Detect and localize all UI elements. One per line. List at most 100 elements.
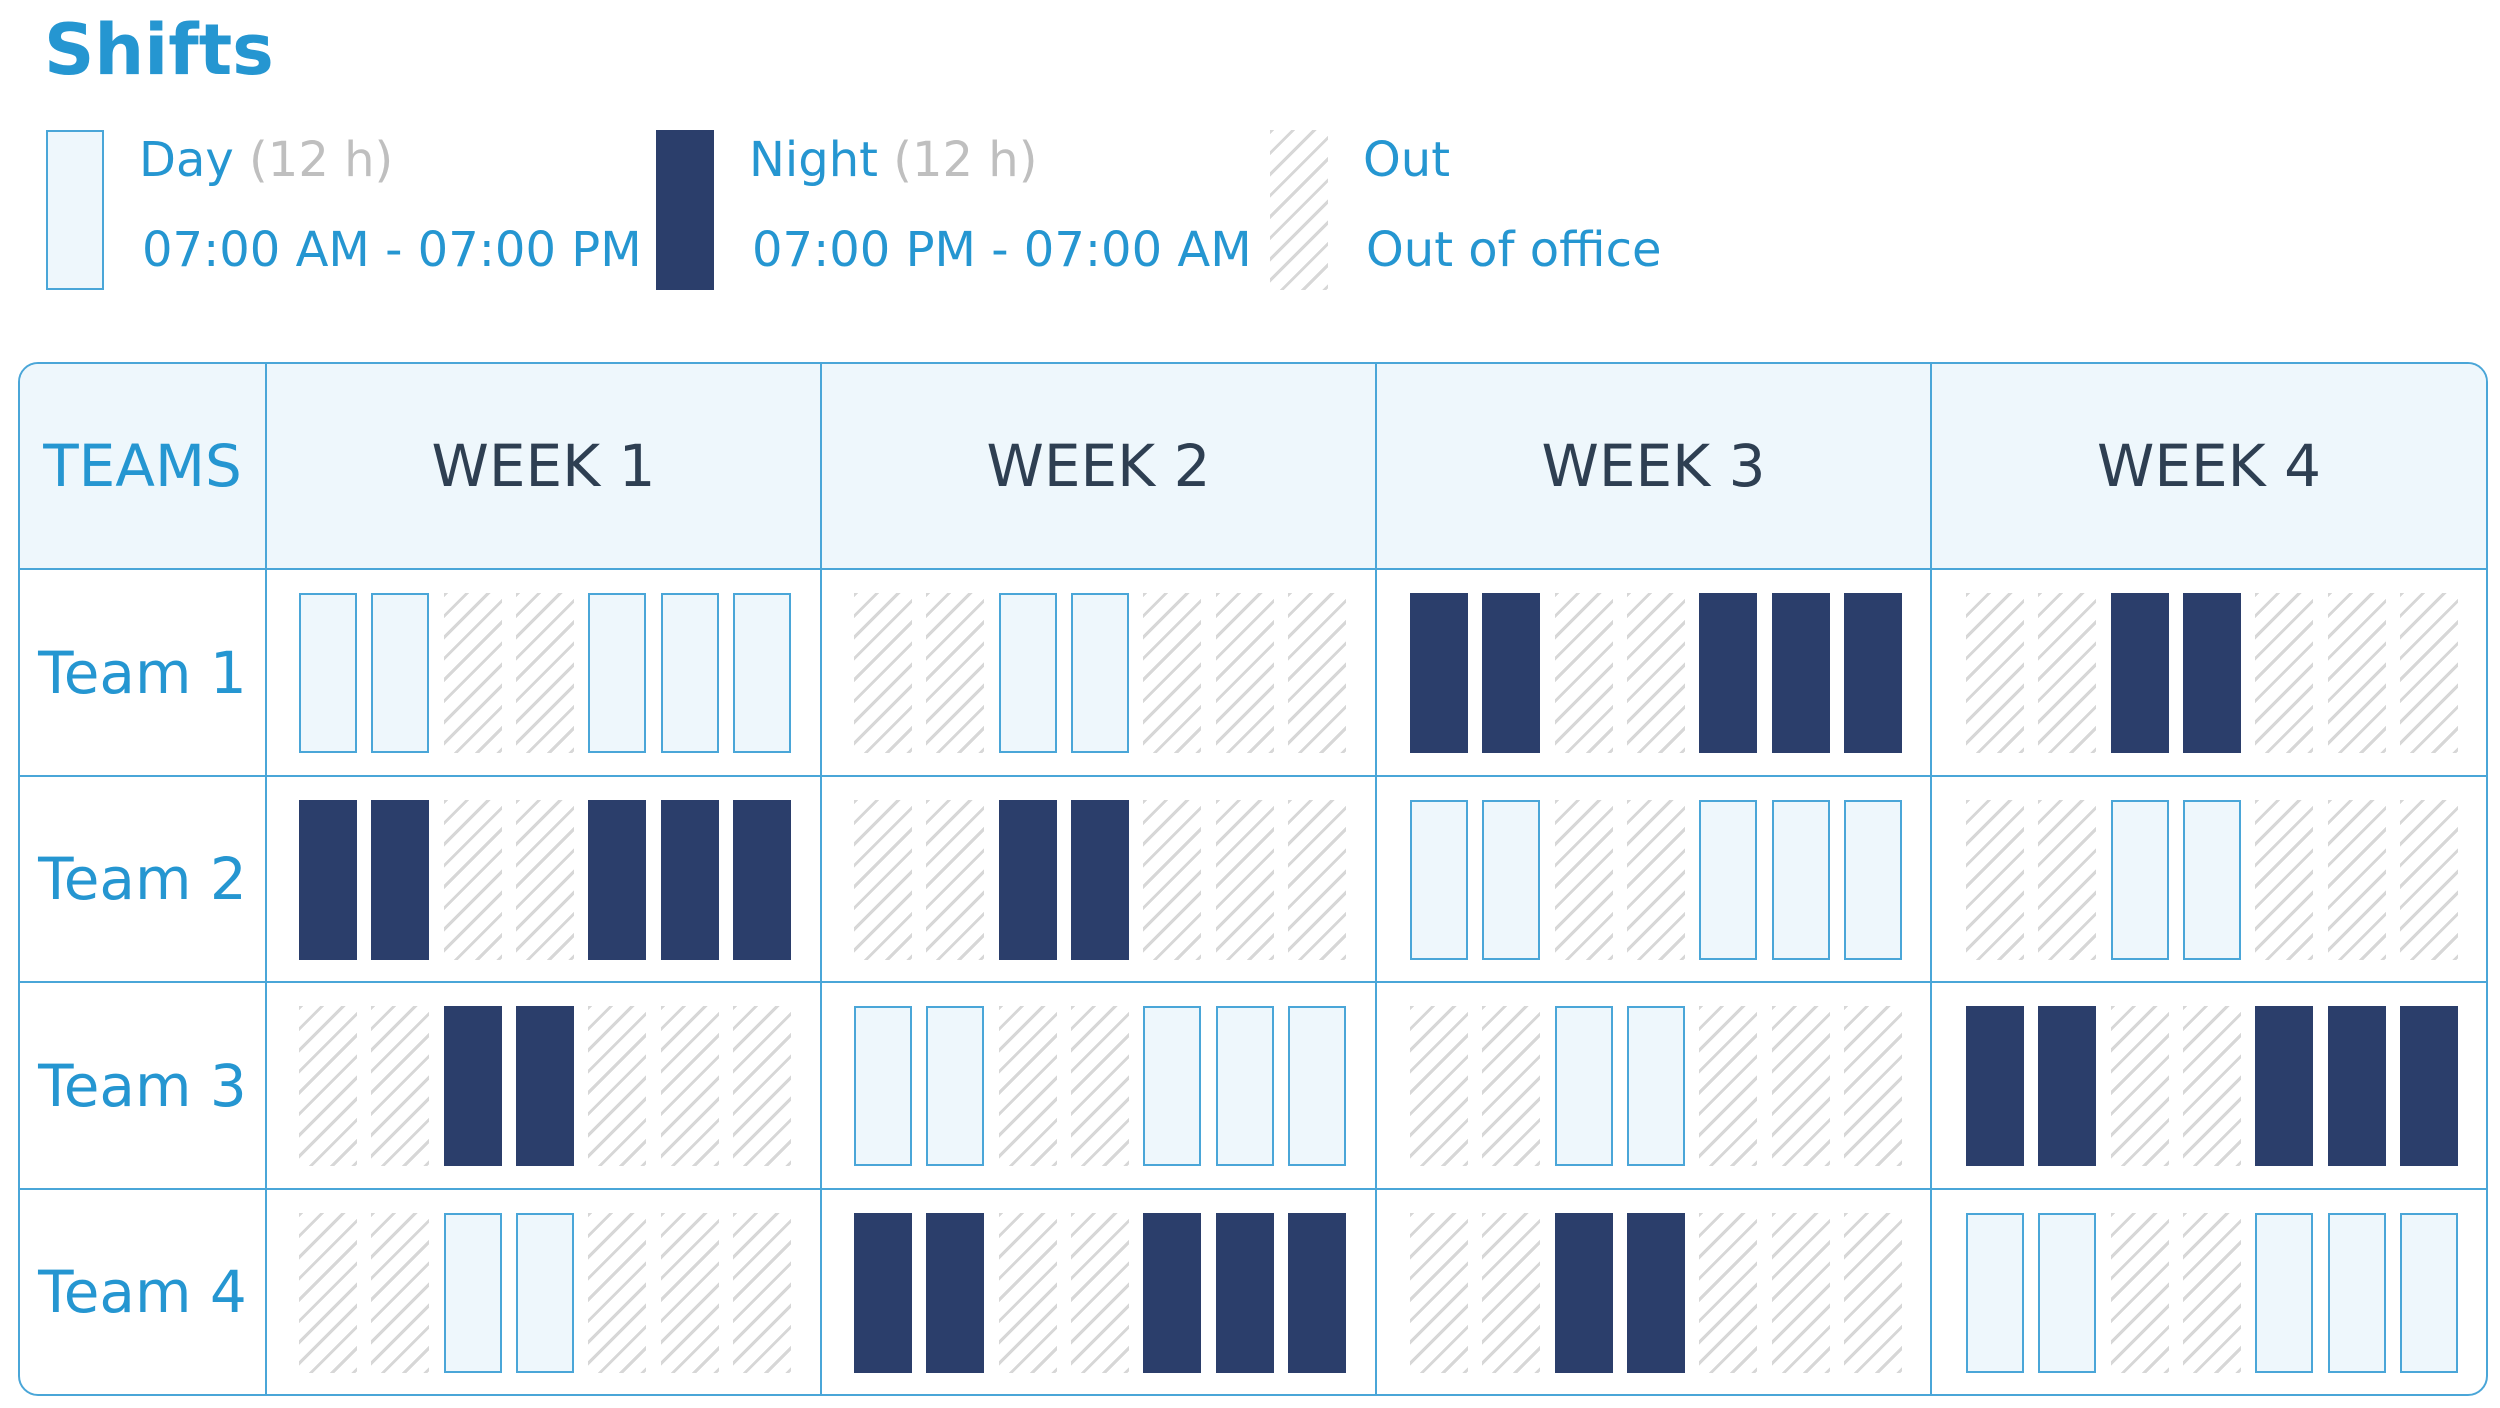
- team-1-week-3-day-6-night-shift: [1771, 593, 1830, 753]
- team-4-week-1-day-1-out-shift: [299, 1213, 357, 1373]
- team-4-week-3-day-6-out-shift: [1771, 1213, 1830, 1373]
- team-1-week-1-day-7-day-shift: [732, 593, 791, 753]
- out-of-office-swatch: [1270, 130, 1328, 290]
- team-1-week-2-day-3-day-shift: [998, 593, 1057, 753]
- team-1-week-4-day-3-night-shift: [2110, 593, 2169, 753]
- team-4-week-3-day-2-out-shift: [1482, 1213, 1541, 1373]
- team-2-label: Team 2: [38, 845, 247, 913]
- team-3-week-3-day-1-out-shift: [1410, 1006, 1468, 1166]
- team-2-week-4-day-5-out-shift: [2255, 800, 2314, 960]
- team-4-week-2-day-1-night-shift: [854, 1213, 912, 1373]
- team-3-week-3-day-4-day-shift: [1626, 1006, 1685, 1166]
- week-3-header: WEEK 3: [1541, 432, 1766, 500]
- team-2-week-4-day-7-out-shift: [2399, 800, 2458, 960]
- team-1-week-4-day-1-out-shift: [1966, 593, 2024, 753]
- team-3-week-4-day-3-out-shift: [2110, 1006, 2169, 1166]
- week-1-header: WEEK 1: [431, 432, 656, 500]
- team-3-week-3-day-5-out-shift: [1699, 1006, 1758, 1166]
- team-4-week-1-day-7-out-shift: [732, 1213, 791, 1373]
- row-divider-3: [20, 1188, 2486, 1190]
- table-header-row: TEAMS WEEK 1 WEEK 2 WEEK 3 WEEK 4: [20, 364, 2486, 570]
- team-1-label: Team 1: [38, 638, 247, 707]
- team-4-week-4-day-5-day-shift: [2255, 1213, 2314, 1373]
- night-shift-swatch: [656, 130, 714, 290]
- team-1-week-1-day-6-day-shift: [660, 593, 719, 753]
- team-3-week-4-day-1-night-shift: [1966, 1006, 2024, 1166]
- team-2-week-1-day-7-night-shift: [732, 800, 791, 960]
- legend-day-duration: (12 h): [249, 132, 394, 188]
- team-1-week-3-day-5-night-shift: [1699, 593, 1758, 753]
- team-2-week-4-day-6-out-shift: [2327, 800, 2386, 960]
- team-3-week-4-day-6-night-shift: [2327, 1006, 2386, 1166]
- shift-schedule-table: TEAMS WEEK 1 WEEK 2 WEEK 3 WEEK 4 Team 1…: [18, 362, 2488, 1396]
- team-3-week-1-day-2-out-shift: [371, 1006, 430, 1166]
- team-3-week-2-day-5-day-shift: [1143, 1006, 1202, 1166]
- day-shift-swatch: [46, 130, 104, 290]
- team-1-week-2-day-4-day-shift: [1070, 593, 1129, 753]
- team-2-week-1-day-1-night-shift: [299, 800, 357, 960]
- team-3-week-2-day-3-out-shift: [998, 1006, 1057, 1166]
- team-2-week-2-day-1-out-shift: [854, 800, 912, 960]
- team-3-week-4-day-4-out-shift: [2182, 1006, 2241, 1166]
- team-1-week-1-day-3-out-shift: [443, 593, 502, 753]
- team-2-week-3-day-4-out-shift: [1626, 800, 1685, 960]
- team-2-week-3-day-1-day-shift: [1410, 800, 1468, 960]
- team-1-week-3-day-4-out-shift: [1626, 593, 1685, 753]
- team-1-week-2-day-2-out-shift: [926, 593, 985, 753]
- column-divider-3: [1375, 364, 1377, 1394]
- team-2-week-4-day-3-day-shift: [2110, 800, 2169, 960]
- team-3-week-4-day-7-night-shift: [2399, 1006, 2458, 1166]
- team-2-week-1-day-3-out-shift: [443, 800, 502, 960]
- team-3-week-3-day-7-out-shift: [1843, 1006, 1902, 1166]
- team-4-week-2-day-6-night-shift: [1215, 1213, 1274, 1373]
- team-3-label: Team 3: [38, 1051, 247, 1120]
- row-divider-1: [20, 775, 2486, 777]
- team-1-week-4-day-5-out-shift: [2255, 593, 2314, 753]
- team-3-week-1-day-4-night-shift: [515, 1006, 574, 1166]
- team-4-week-3-day-5-out-shift: [1699, 1213, 1758, 1373]
- team-4-week-4-day-4-out-shift: [2182, 1213, 2241, 1373]
- team-3-week-2-day-6-day-shift: [1215, 1006, 1274, 1166]
- team-4-week-4-day-6-day-shift: [2327, 1213, 2386, 1373]
- row-divider-2: [20, 981, 2486, 983]
- team-4-week-4-day-1-day-shift: [1966, 1213, 2024, 1373]
- team-1-week-1-day-4-out-shift: [515, 593, 574, 753]
- week-4-header: WEEK 4: [2096, 432, 2321, 500]
- team-4-week-4-day-2-day-shift: [2038, 1213, 2097, 1373]
- team-2-week-3-day-2-day-shift: [1482, 800, 1541, 960]
- team-4-week-1-day-6-out-shift: [660, 1213, 719, 1373]
- team-1-week-3-day-2-night-shift: [1482, 593, 1541, 753]
- team-4-week-2-day-5-night-shift: [1143, 1213, 1202, 1373]
- legend-out-time: Out of office: [1366, 222, 1662, 278]
- team-3-week-1-day-5-out-shift: [588, 1006, 647, 1166]
- team-1-week-1-day-2-day-shift: [371, 593, 430, 753]
- team-3-week-1-day-6-out-shift: [660, 1006, 719, 1166]
- team-1-week-2-day-7-out-shift: [1287, 593, 1346, 753]
- team-3-week-2-day-1-day-shift: [854, 1006, 912, 1166]
- team-4-week-2-day-3-out-shift: [998, 1213, 1057, 1373]
- team-1-week-2-day-5-out-shift: [1143, 593, 1202, 753]
- team-4-week-3-day-7-out-shift: [1843, 1213, 1902, 1373]
- team-2-week-1-day-5-night-shift: [588, 800, 647, 960]
- team-4-week-2-day-4-out-shift: [1070, 1213, 1129, 1373]
- team-1-week-1-day-1-day-shift: [299, 593, 357, 753]
- team-1-week-2-day-6-out-shift: [1215, 593, 1274, 753]
- team-1-week-4-day-7-out-shift: [2399, 593, 2458, 753]
- team-2-week-4-day-2-out-shift: [2038, 800, 2097, 960]
- team-4-label: Team 4: [38, 1258, 247, 1326]
- team-2-week-3-day-6-day-shift: [1771, 800, 1830, 960]
- team-3-week-1-day-1-out-shift: [299, 1006, 357, 1166]
- team-3-week-2-day-2-day-shift: [926, 1006, 985, 1166]
- team-2-week-4-day-4-day-shift: [2182, 800, 2241, 960]
- team-4-week-3-day-4-night-shift: [1626, 1213, 1685, 1373]
- team-2-week-2-day-6-out-shift: [1215, 800, 1274, 960]
- team-2-week-2-day-2-out-shift: [926, 800, 985, 960]
- team-4-week-2-day-2-night-shift: [926, 1213, 985, 1373]
- team-1-week-4-day-2-out-shift: [2038, 593, 2097, 753]
- legend-day-name: Day: [139, 132, 234, 188]
- team-3-week-4-day-2-night-shift: [2038, 1006, 2097, 1166]
- team-1-week-4-day-4-night-shift: [2182, 593, 2241, 753]
- team-4-week-1-day-4-day-shift: [515, 1213, 574, 1373]
- team-3-week-2-day-7-day-shift: [1287, 1006, 1346, 1166]
- team-3-week-3-day-2-out-shift: [1482, 1006, 1541, 1166]
